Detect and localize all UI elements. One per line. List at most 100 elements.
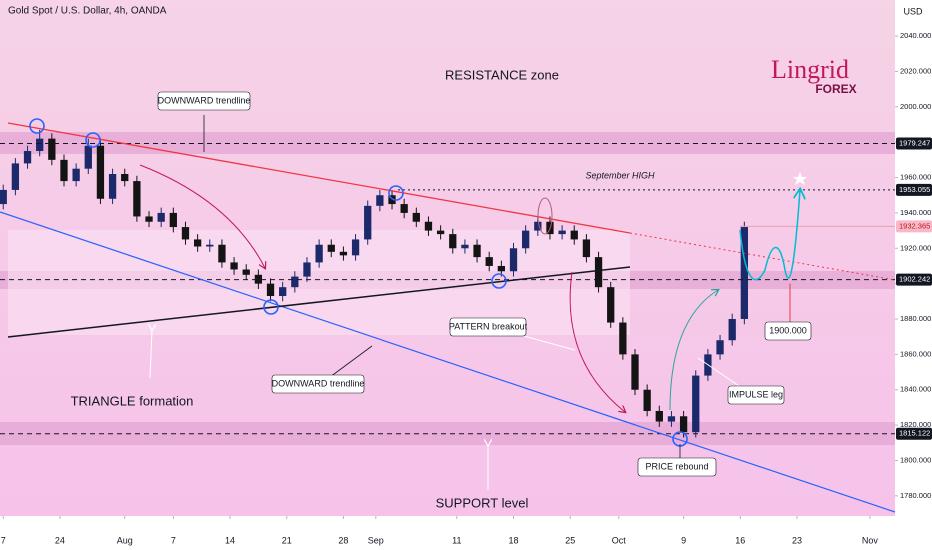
price-tag [896, 273, 932, 286]
x-tick-label: 18 [509, 535, 519, 545]
x-tick-label: 28 [338, 535, 348, 545]
target-box [764, 321, 812, 341]
time-axis-panel [0, 516, 895, 550]
candle-body [558, 230, 566, 235]
plot [0, 129, 895, 438]
logo-sub: FOREX [815, 82, 856, 96]
x-tick-label: 14 [225, 535, 235, 545]
pivot-circle [85, 132, 101, 148]
candle-body [485, 257, 493, 266]
candle-body [509, 248, 518, 272]
candle-body [351, 239, 360, 256]
candle-body [121, 174, 129, 182]
candle-body [291, 276, 299, 288]
candle-body [327, 244, 335, 252]
y-tick-label: 1860.000 [900, 349, 931, 358]
candle-body [96, 145, 105, 199]
x-tick-label: 24 [55, 535, 65, 545]
x-tick-label: 11 [452, 535, 461, 545]
candle-body [716, 340, 724, 355]
resistance-zone [0, 132, 895, 154]
price-tag [896, 137, 932, 150]
x-tick-label: 16 [735, 535, 745, 545]
candle-body [436, 230, 445, 235]
candle-body [145, 216, 153, 222]
candle-body [619, 322, 627, 355]
candle-body [570, 230, 578, 240]
candle-body [424, 221, 433, 231]
y-tick-label: 2020.000 [900, 66, 931, 75]
y-tick-label: 1940.000 [900, 208, 931, 217]
projection-path [739, 190, 800, 281]
y-tick-label: 2040.000 [900, 31, 931, 40]
arrow [669, 290, 718, 411]
candle-body [157, 212, 165, 222]
y-tick-label: 1780.000 [900, 491, 931, 500]
y-tick-label: 1820.000 [900, 420, 931, 429]
y-tick-label: 1960.000 [900, 173, 931, 182]
support-zone [0, 422, 895, 445]
x-tick-label: Nov [862, 535, 879, 545]
callout-box [637, 457, 717, 477]
y-tick-label: 1800.000 [900, 455, 931, 464]
candle-body [449, 234, 457, 249]
price-tag-label: 1902.242 [899, 275, 930, 284]
candle-body [364, 205, 372, 240]
candle-body [740, 227, 748, 320]
annotation: PRICE rebound [645, 461, 708, 471]
annotation: DOWNWARD trendline [158, 95, 251, 105]
annotation: IMPULSE leg [729, 389, 783, 399]
candle-body [412, 212, 420, 222]
candle-body [607, 287, 615, 323]
downward-trendline-bottom [0, 211, 896, 513]
x-tick-label: 21 [282, 535, 292, 545]
callout-box [727, 385, 785, 405]
x-tick-label: 25 [565, 535, 575, 545]
y-tick-label: 1840.000 [900, 385, 931, 394]
candle-body [23, 151, 32, 164]
price-tag [896, 183, 932, 196]
candle-body [72, 168, 80, 182]
annotations: Gold Spot / U.S. Dollar, 4h, OANDA USD L… [8, 6, 923, 511]
price-tag-label: 1815.122 [899, 429, 930, 438]
y-tick-label: 1880.000 [900, 314, 931, 323]
callout-line [329, 345, 373, 378]
x-tick-label: 7 [171, 535, 176, 545]
price-tag [896, 427, 932, 440]
annotation: DOWNWARD trendline [272, 378, 365, 388]
price-tag-label: 1953.055 [899, 185, 930, 194]
downward-trendline-top [7, 122, 631, 234]
x-tick-label: Aug [117, 535, 133, 545]
candle-body [582, 239, 591, 258]
callout-box [271, 374, 365, 394]
candle-body [60, 159, 68, 182]
candle-body [534, 221, 542, 231]
currency: USD [903, 6, 923, 16]
candle-body [36, 138, 44, 152]
candle-body [108, 174, 117, 199]
pivot-circle [491, 273, 507, 289]
candle-body [181, 227, 190, 240]
triangle-base [7, 266, 631, 338]
y-tick-label: 2000.000 [900, 102, 931, 111]
drawings [0, 115, 896, 513]
candle-body [497, 265, 506, 272]
target-label: 1900.000 [769, 325, 807, 335]
candle-body [473, 244, 481, 258]
x-tick-label: Sep [368, 535, 384, 545]
x-tick-label: 9 [681, 535, 686, 545]
pivot-circle [388, 185, 404, 201]
annotation: TRIANGLE formation [71, 393, 194, 408]
candle-body [728, 319, 736, 341]
price-tag-label: 1979.247 [899, 138, 930, 147]
candle-body [522, 230, 530, 249]
candle-body [303, 262, 311, 277]
candle-body [11, 163, 20, 190]
annotation: RESISTANCE zone [445, 67, 559, 82]
candle-body [679, 416, 688, 433]
callout-line [519, 334, 576, 351]
x-tick-label: Oct [612, 535, 627, 545]
candle-body [339, 251, 348, 256]
candle-body [643, 389, 651, 411]
